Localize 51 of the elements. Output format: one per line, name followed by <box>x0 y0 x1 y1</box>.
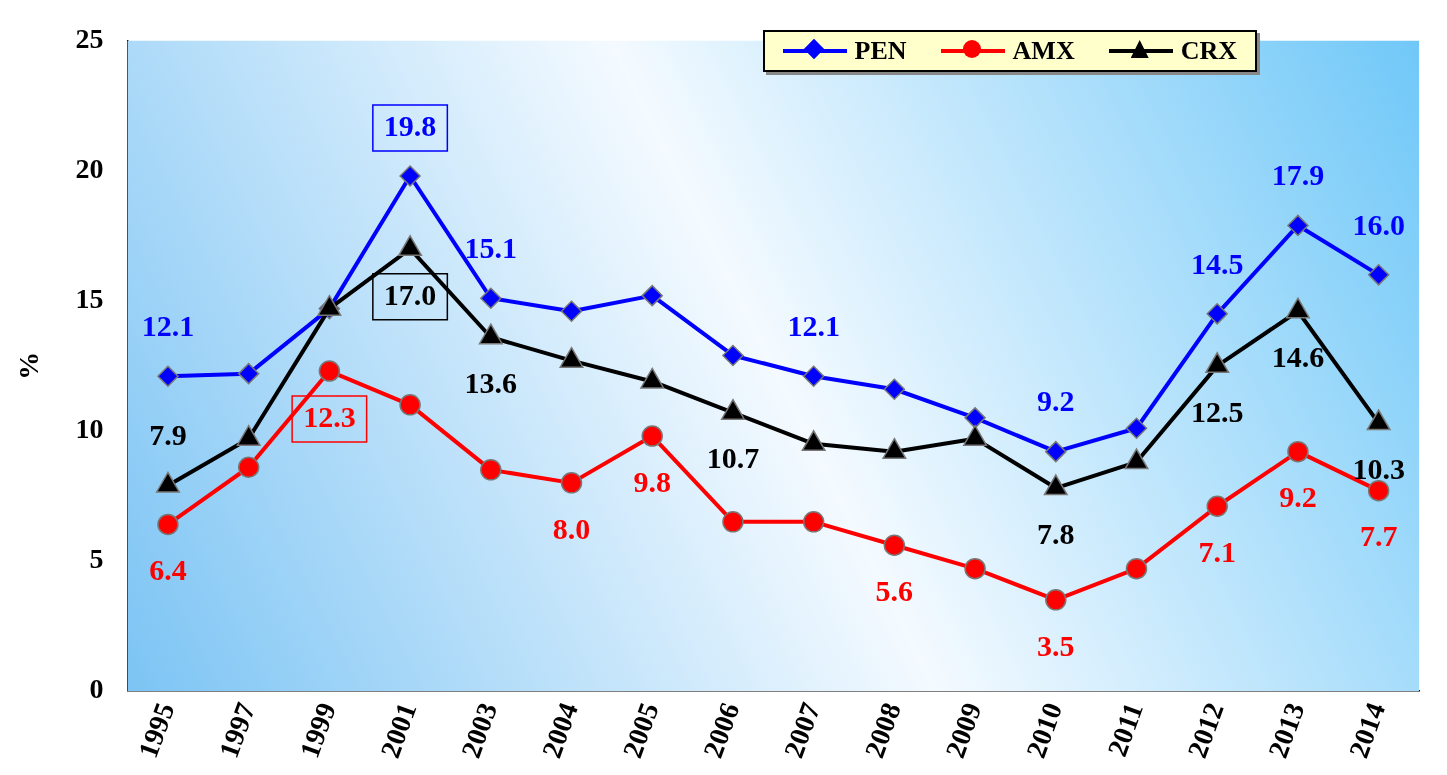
y-tick-label: 20 <box>75 153 104 185</box>
data-label: 14.5 <box>1190 246 1244 280</box>
data-label: 9.8 <box>633 464 671 498</box>
y-tick-label: 10 <box>75 413 104 445</box>
data-label: 10.7 <box>706 441 760 475</box>
x-tick-label: 2008 <box>858 698 907 762</box>
x-tick-label: 2014 <box>1342 698 1392 762</box>
y-axis-title: % <box>13 351 45 380</box>
x-tick-label: 1995 <box>132 698 181 762</box>
x-tick-label: 1999 <box>293 698 342 762</box>
data-label: 5.6 <box>875 574 914 608</box>
x-tick-label: 2001 <box>374 698 423 762</box>
x-tick-label: 2006 <box>697 698 746 762</box>
y-tick-label: 25 <box>75 23 104 55</box>
data-label: 17.0 <box>383 277 437 311</box>
legend-label: CRX <box>1180 36 1237 66</box>
data-label: 12.1 <box>787 308 840 342</box>
data-label: 7.8 <box>1037 516 1075 550</box>
x-tick-label: 2003 <box>454 698 504 762</box>
data-label: 6.4 <box>149 553 187 587</box>
y-tick-label: 15 <box>75 283 104 315</box>
data-label: 9.2 <box>1037 384 1075 418</box>
data-label: 7.7 <box>1359 519 1398 553</box>
data-label: 12.1 <box>141 308 195 342</box>
data-label: 12.3 <box>303 399 356 433</box>
data-label: 19.8 <box>383 108 437 142</box>
legend-label: PEN <box>854 36 907 66</box>
data-label: 3.5 <box>1037 628 1075 662</box>
data-label: 13.6 <box>464 365 518 399</box>
x-tick-label: 2012 <box>1181 698 1230 762</box>
data-label: 7.1 <box>1198 535 1236 569</box>
y-tick-label: 5 <box>89 543 104 575</box>
x-tick-label: 2004 <box>535 698 584 762</box>
x-tick-label: 1997 <box>212 698 262 762</box>
data-label: 17.9 <box>1271 158 1325 192</box>
data-label: 9.2 <box>1279 480 1317 514</box>
y-tick-label: 0 <box>89 673 104 705</box>
legend-label: AMX <box>1012 36 1075 66</box>
x-tick-label: 2005 <box>616 698 665 762</box>
x-tick-label: 2010 <box>1019 698 1069 762</box>
x-tick-label: 2011 <box>1101 698 1149 761</box>
x-tick-label: 2009 <box>939 698 988 762</box>
x-tick-label: 2007 <box>777 698 827 762</box>
data-label: 16.0 <box>1352 207 1405 241</box>
data-label: 12.5 <box>1190 394 1244 428</box>
data-label: 8.0 <box>552 511 591 545</box>
data-label: 14.6 <box>1271 339 1325 373</box>
x-tick-label: 2013 <box>1262 698 1311 762</box>
data-label: 7.9 <box>149 418 187 452</box>
data-label: 10.3 <box>1352 451 1405 485</box>
data-label: 15.1 <box>464 230 518 264</box>
